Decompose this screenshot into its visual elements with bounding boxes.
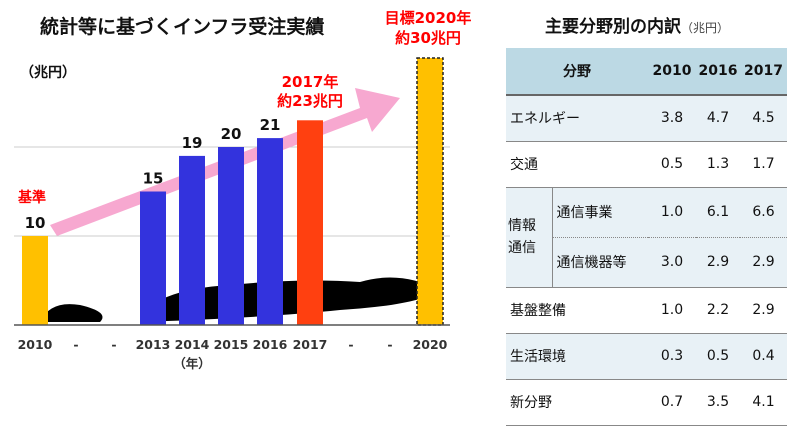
cell: 0.7	[648, 379, 696, 426]
cell: 4.7	[696, 95, 740, 142]
table-row: 交通 0.5 1.3 1.7	[506, 141, 787, 188]
bar-2014	[179, 155, 205, 325]
x-tick-label: -	[111, 337, 116, 352]
row-label-energy: エネルギー	[506, 95, 648, 142]
cell: 4.1	[740, 379, 787, 426]
row-label-telecom-business: 通信事業	[551, 187, 648, 238]
table-title: 主要分野別の内訳（兆円）	[545, 12, 729, 37]
cell: 3.0	[648, 237, 696, 288]
table-row: 情報通信 通信事業 1.0 6.1 6.6	[506, 187, 787, 288]
bar-shadow	[40, 304, 103, 322]
row-label-telecom-equipment: 通信機器等	[551, 237, 648, 288]
cell: 1.0	[648, 287, 696, 334]
cell: 2.9	[696, 237, 740, 288]
cell: 2.9	[740, 237, 787, 288]
group-line-2: 通信	[508, 240, 536, 256]
bars	[22, 57, 444, 326]
annotation-target-value: 約30兆円	[395, 29, 461, 47]
cell: 1.0	[648, 187, 696, 238]
x-tick-label: -	[387, 337, 392, 352]
annotation-target-year: 目標2020年	[385, 9, 472, 27]
cell: 4.5	[740, 95, 787, 142]
cell: 1.3	[696, 141, 740, 188]
table-title-text: 主要分野別の内訳	[545, 17, 681, 37]
bar-value-label-2015: 20	[221, 125, 242, 143]
header-2010: 2010	[648, 48, 696, 96]
bar-2010	[22, 236, 48, 325]
bar-value-label-2013: 15	[143, 170, 164, 188]
table-row: 生活環境 0.3 0.5 0.4	[506, 333, 787, 380]
header-2017: 2017	[740, 48, 787, 96]
x-axis-label: （年）	[173, 356, 211, 371]
table-row: エネルギー 3.8 4.7 4.5	[506, 95, 787, 142]
x-tick-label: 2017	[293, 337, 328, 352]
cell: 0.5	[696, 333, 740, 380]
x-tick-label: 2010	[18, 337, 53, 352]
bar-2016	[257, 138, 283, 325]
cell: 3.5	[696, 379, 740, 426]
row-label-infrastructure: 基盤整備	[506, 287, 648, 334]
x-tick-label: 2015	[214, 337, 249, 352]
annotation-2017-year: 2017年	[282, 73, 339, 91]
chart-title: 統計等に基づくインフラ受注実績	[40, 16, 325, 38]
cell: 0.5	[648, 141, 696, 188]
cell: 2.9	[740, 287, 787, 334]
bar-shadows	[40, 277, 440, 322]
chart-unit-label: （兆円）	[20, 65, 76, 81]
x-tick-label: 2013	[136, 337, 171, 352]
cell: 3.8	[648, 95, 696, 142]
cell: 0.4	[740, 333, 787, 380]
bar-value-label-2014: 19	[182, 134, 203, 152]
x-tick-label: 2020	[413, 337, 448, 352]
row-label-living-environment: 生活環境	[506, 333, 648, 380]
row-group-ict: 情報 通信	[506, 187, 552, 288]
bar-shadow	[140, 277, 440, 322]
cell: 1.7	[740, 141, 787, 188]
bar-2020	[416, 57, 444, 326]
annotation-2017-value: 約23兆円	[277, 92, 343, 110]
header-2016: 2016	[696, 48, 740, 96]
sector-breakdown-table: 分野 2010 2016 2017 エネルギー 3.8 4.7 4.5 交通 0…	[506, 48, 787, 426]
bar-2017	[297, 120, 323, 325]
x-tick-label: -	[73, 337, 78, 352]
x-tick-label: 2014	[175, 337, 210, 352]
table-row: 新分野 0.7 3.5 4.1	[506, 379, 787, 426]
cell: 2.2	[696, 287, 740, 334]
bar-value-labels: 10 15 19 20 21	[25, 116, 281, 232]
cell: 6.6	[740, 187, 787, 238]
table-header-row: 分野 2010 2016 2017	[506, 48, 787, 96]
group-line-1: 情報	[508, 218, 536, 234]
cell: 0.3	[648, 333, 696, 380]
header-sector: 分野	[506, 48, 648, 96]
table-row: 通信機器等 3.0 2.9 2.9	[506, 237, 787, 288]
base-label: 基準	[18, 189, 46, 206]
row-label-transport: 交通	[506, 141, 648, 188]
x-tick-label: 2016	[253, 337, 288, 352]
x-tick-label: -	[348, 337, 353, 352]
bar-value-label-2016: 21	[260, 116, 281, 134]
bar-2013	[140, 191, 166, 325]
table-row: 基盤整備 1.0 2.2 2.9	[506, 287, 787, 334]
table-unit: （兆円）	[681, 21, 730, 35]
x-tick-labels: 2010 - - 2013 2014 2015 2016 2017 - - 2020 （年）	[18, 337, 448, 371]
row-label-new-fields: 新分野	[506, 379, 648, 426]
bar-value-label-2010: 10	[25, 214, 46, 232]
cell: 6.1	[696, 187, 740, 238]
bar-2015	[218, 147, 244, 325]
